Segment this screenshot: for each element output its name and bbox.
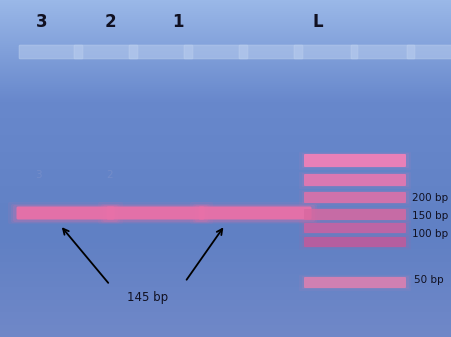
FancyBboxPatch shape [301,153,408,168]
FancyBboxPatch shape [101,204,210,223]
FancyBboxPatch shape [299,235,410,250]
FancyBboxPatch shape [299,275,410,291]
FancyBboxPatch shape [19,45,83,59]
Text: L: L [312,13,322,31]
FancyBboxPatch shape [193,204,316,223]
FancyBboxPatch shape [301,173,408,187]
FancyBboxPatch shape [299,207,410,223]
FancyBboxPatch shape [304,277,405,288]
FancyBboxPatch shape [293,45,357,59]
Text: 1: 1 [172,13,184,31]
Text: 100 bp: 100 bp [411,229,447,239]
FancyBboxPatch shape [198,207,311,219]
FancyBboxPatch shape [304,192,405,203]
FancyBboxPatch shape [189,202,319,224]
Text: 3: 3 [36,13,48,31]
Text: 3: 3 [35,170,41,180]
FancyBboxPatch shape [304,223,405,233]
FancyBboxPatch shape [304,174,405,186]
FancyBboxPatch shape [299,190,410,206]
FancyBboxPatch shape [103,205,207,222]
Text: 145 bp: 145 bp [127,292,168,305]
FancyBboxPatch shape [17,207,114,219]
FancyBboxPatch shape [98,202,212,224]
FancyBboxPatch shape [184,45,248,59]
FancyBboxPatch shape [106,207,204,219]
FancyBboxPatch shape [350,45,414,59]
Text: 2: 2 [104,13,115,31]
FancyBboxPatch shape [8,202,123,224]
Text: 150 bp: 150 bp [411,211,447,221]
Text: 50 bp: 50 bp [413,275,442,285]
FancyBboxPatch shape [129,45,193,59]
FancyBboxPatch shape [194,205,314,222]
FancyBboxPatch shape [13,205,118,222]
FancyBboxPatch shape [304,154,405,167]
FancyBboxPatch shape [406,45,451,59]
FancyBboxPatch shape [301,208,408,221]
FancyBboxPatch shape [239,45,302,59]
Text: 2: 2 [106,170,113,180]
FancyBboxPatch shape [74,45,138,59]
FancyBboxPatch shape [301,191,408,204]
FancyBboxPatch shape [301,222,408,234]
FancyBboxPatch shape [301,236,408,248]
FancyBboxPatch shape [11,204,120,223]
FancyBboxPatch shape [299,221,410,236]
Text: 200 bp: 200 bp [411,193,447,203]
FancyBboxPatch shape [304,237,405,247]
FancyBboxPatch shape [299,152,410,170]
FancyBboxPatch shape [301,276,408,289]
FancyBboxPatch shape [299,172,410,189]
FancyBboxPatch shape [304,209,405,220]
